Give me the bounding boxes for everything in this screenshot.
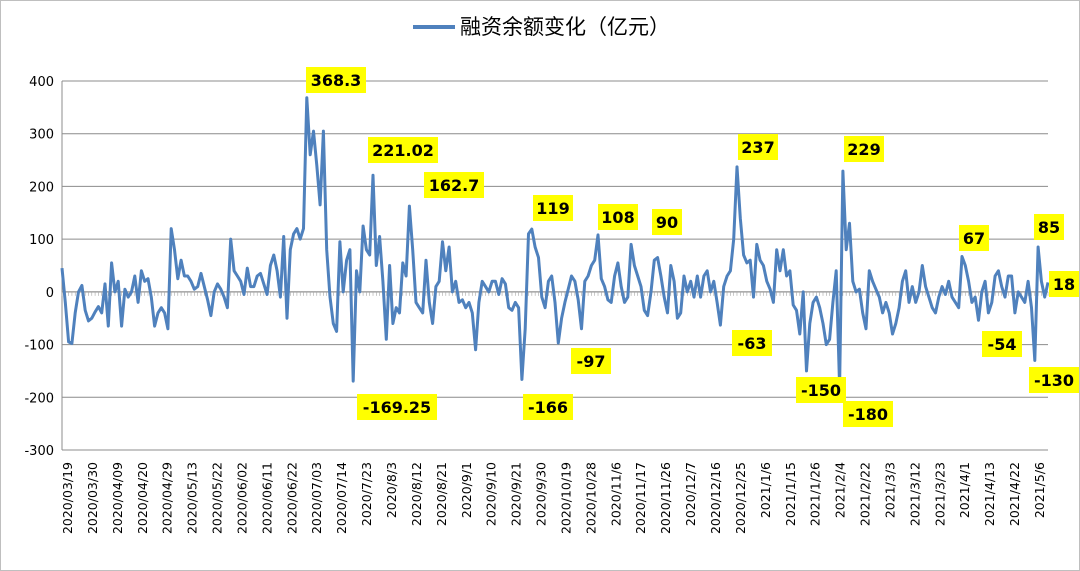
data-label: 18 — [1053, 275, 1075, 294]
data-label-box — [982, 331, 1022, 357]
data-label-box — [1049, 271, 1079, 297]
series-line — [60, 96, 1050, 389]
x-tick-label: 2020/05/13 — [185, 462, 200, 534]
data-label-box — [843, 401, 893, 427]
x-tick-label: 2020/06/02 — [234, 462, 249, 534]
x-tick-label: 2020/8/3 — [384, 462, 399, 518]
x-tick-label: 2020/07/14 — [334, 462, 349, 534]
x-tick-label: 2020/07/03 — [309, 462, 324, 534]
x-tick-label: 2020/03/30 — [85, 462, 100, 534]
x-tick-label: 2021/3/12 — [907, 462, 922, 526]
x-tick-label: 2021/5/6 — [1032, 462, 1047, 518]
data-label-box — [598, 204, 638, 230]
y-tick-label: 400 — [29, 75, 54, 90]
data-label: -150 — [801, 381, 841, 400]
data-label: 229 — [847, 140, 880, 159]
data-label-box — [738, 134, 778, 160]
x-tick-label: 2021/1/6 — [758, 462, 773, 518]
x-tick-label: 2020/06/11 — [259, 462, 274, 534]
data-label-box — [1029, 367, 1079, 393]
x-tick-label: 2021/2/22 — [858, 462, 873, 526]
data-label: -180 — [848, 405, 888, 424]
data-label: 162.7 — [429, 176, 480, 195]
y-tick-label: 300 — [29, 128, 54, 143]
data-label-box — [368, 137, 438, 163]
x-tick-label: 2020/12/16 — [708, 462, 723, 534]
x-tick-label: 2020/9/30 — [534, 462, 549, 526]
x-tick-label: 2021/4/1 — [957, 462, 972, 518]
x-tick-label: 2020/04/29 — [160, 462, 175, 534]
x-tick-label: 2020/9/10 — [484, 462, 499, 526]
x-tick-label: 2020/10/28 — [583, 462, 598, 534]
y-tick-label: -100 — [24, 339, 54, 354]
data-label: 119 — [536, 199, 569, 218]
x-tick-label: 2020/04/09 — [110, 462, 125, 534]
x-tick-label: 2020/03/19 — [60, 462, 75, 534]
y-tick-label: -200 — [24, 391, 54, 406]
data-label: 108 — [601, 208, 634, 227]
x-tick-label: 2020/11/17 — [633, 462, 648, 534]
x-tick-label: 2020/7/23 — [359, 462, 374, 526]
data-label: 90 — [656, 213, 678, 232]
data-label: 237 — [741, 138, 774, 157]
x-tick-label: 2020/06/22 — [284, 462, 299, 534]
data-label: -54 — [988, 335, 1017, 354]
data-label: 85 — [1038, 218, 1060, 237]
x-tick-label: 2020/9/21 — [509, 462, 524, 526]
data-label-box — [796, 377, 846, 403]
data-label-box — [1034, 214, 1064, 240]
x-tick-label: 2020/8/12 — [409, 462, 424, 526]
data-label: -166 — [528, 398, 568, 417]
x-tick-label: 2021/1/15 — [783, 462, 798, 526]
y-tick-label: 200 — [29, 180, 54, 195]
data-label-box — [424, 172, 484, 198]
y-tick-label: 0 — [46, 286, 54, 301]
data-label-box — [959, 225, 989, 251]
x-tick-label: 2020/12/25 — [733, 462, 748, 534]
data-label: 221.02 — [372, 141, 434, 160]
legend-label: 融资余额变化（亿元） — [460, 15, 670, 39]
data-label: -169.25 — [363, 398, 431, 417]
x-tick-label: 2020/04/20 — [135, 462, 150, 534]
x-tick-label: 2021/4/13 — [982, 462, 997, 526]
data-label-box — [306, 67, 366, 93]
data-label-box — [652, 209, 682, 235]
data-label: 368.3 — [311, 71, 362, 90]
data-label: 67 — [963, 229, 985, 248]
x-tick-label: 2021/1/26 — [808, 462, 823, 526]
y-tick-label: -300 — [24, 444, 54, 459]
data-label: -63 — [738, 334, 767, 353]
x-tick-label: 2020/10/19 — [558, 462, 573, 534]
x-tick-label: 2021/3/23 — [932, 462, 947, 526]
x-tick-label: 2020/11/26 — [658, 462, 673, 534]
data-label: -130 — [1034, 371, 1074, 390]
x-tick-label: 2020/12/7 — [683, 462, 698, 526]
x-tick-label: 2020/05/22 — [210, 462, 225, 534]
x-tick-label: 2021/3/3 — [882, 462, 897, 518]
data-label-box — [732, 330, 772, 356]
x-tick-label: 2021/4/22 — [1007, 462, 1022, 526]
x-tick-label: 2020/9/1 — [459, 462, 474, 518]
data-label-box — [571, 348, 611, 374]
data-label-box — [357, 394, 437, 420]
data-label-box — [523, 394, 573, 420]
data-label-box — [844, 136, 884, 162]
x-tick-label: 2020/11/6 — [608, 462, 623, 526]
x-tick-label: 2021/2/4 — [833, 462, 848, 518]
data-label: -97 — [577, 352, 606, 371]
data-label-box — [533, 195, 573, 221]
y-tick-label: 100 — [29, 233, 54, 248]
x-tick-label: 2020/8/21 — [434, 462, 449, 526]
